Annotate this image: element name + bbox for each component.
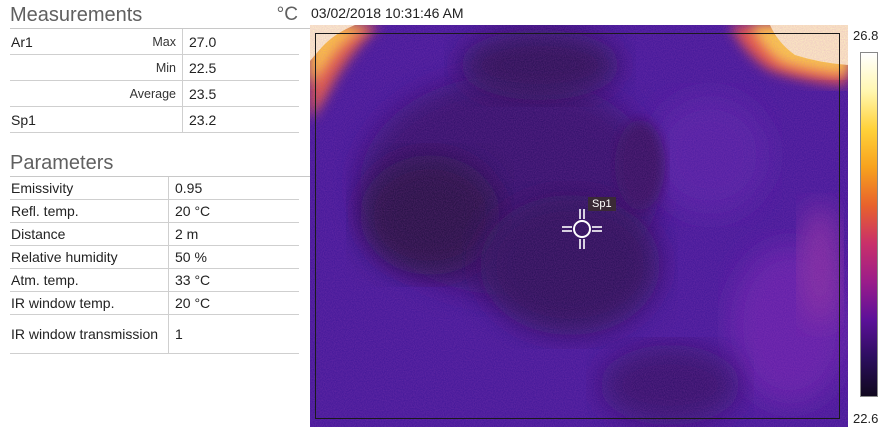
parameter-label: Emissivity [10, 177, 169, 200]
table-row: Sp1 23.2 [10, 106, 299, 133]
measurement-name [10, 80, 67, 107]
table-row: Emissivity 0.95 [10, 177, 299, 200]
parameter-label: Atm. temp. [10, 268, 169, 292]
parameter-label: Distance [10, 222, 169, 246]
table-row: Ar1 Max 27.0 [10, 29, 299, 55]
table-row: IR window temp. 20 °C [10, 291, 299, 315]
table-row: Relative humidity 50 % [10, 245, 299, 269]
parameter-value: 20 °C [168, 291, 299, 315]
parameter-label: IR window transmission [10, 314, 169, 354]
temperature-unit: °C [276, 4, 298, 25]
parameters-header: Parameters [10, 148, 310, 177]
measurement-label: Min [66, 54, 183, 81]
parameter-label: Relative humidity [10, 245, 169, 269]
measurements-title: Measurements [10, 4, 143, 26]
parameter-label: IR window temp. [10, 291, 169, 315]
measurement-label: Max [66, 29, 183, 55]
table-row: Atm. temp. 33 °C [10, 268, 299, 292]
scale-min-value: 22.6 [853, 411, 879, 426]
scale-max-value: 26.8 [853, 28, 879, 43]
table-row: Refl. temp. 20 °C [10, 199, 299, 223]
parameter-value: 2 m [168, 222, 299, 246]
table-row: Distance 2 m [10, 222, 299, 246]
measurement-name: Ar1 [10, 29, 67, 55]
measurements-header: Measurements °C [10, 0, 310, 29]
measurement-value: 22.5 [182, 54, 299, 81]
area-ar1-frame[interactable] [315, 33, 840, 419]
parameter-value: 1 [168, 314, 299, 354]
left-panel: Measurements °C Ar1 Max 27.0 Min 22.5 Av… [10, 0, 310, 354]
parameter-label: Refl. temp. [10, 199, 169, 223]
table-row: Min 22.5 [10, 54, 299, 81]
thermal-image-canvas [310, 25, 848, 427]
parameter-value: 20 °C [168, 199, 299, 223]
measurement-value: 27.0 [182, 29, 299, 55]
measurement-label [66, 106, 183, 133]
table-row: Average 23.5 [10, 80, 299, 107]
parameter-value: 50 % [168, 245, 299, 269]
parameter-value: 33 °C [168, 268, 299, 292]
measurement-name [10, 54, 67, 81]
image-timestamp: 03/02/2018 10:31:46 AM [311, 5, 464, 21]
measurement-value: 23.2 [182, 106, 299, 133]
table-row: IR window transmission 1 [10, 314, 299, 354]
spot-sp1-crosshair-icon[interactable] [558, 205, 606, 253]
measurement-label: Average [66, 80, 183, 107]
temperature-scale-bar [860, 52, 878, 397]
thermal-image: Sp1 [310, 25, 848, 427]
measurement-value: 23.5 [182, 80, 299, 107]
spot-sp1-label: Sp1 [588, 197, 616, 211]
measurement-name: Sp1 [10, 106, 67, 133]
measurements-table: Ar1 Max 27.0 Min 22.5 Average 23.5 Sp1 2… [10, 29, 299, 133]
parameters-title: Parameters [10, 152, 114, 174]
parameter-value: 0.95 [168, 177, 299, 200]
parameters-table: Emissivity 0.95 Refl. temp. 20 °C Distan… [10, 177, 299, 354]
